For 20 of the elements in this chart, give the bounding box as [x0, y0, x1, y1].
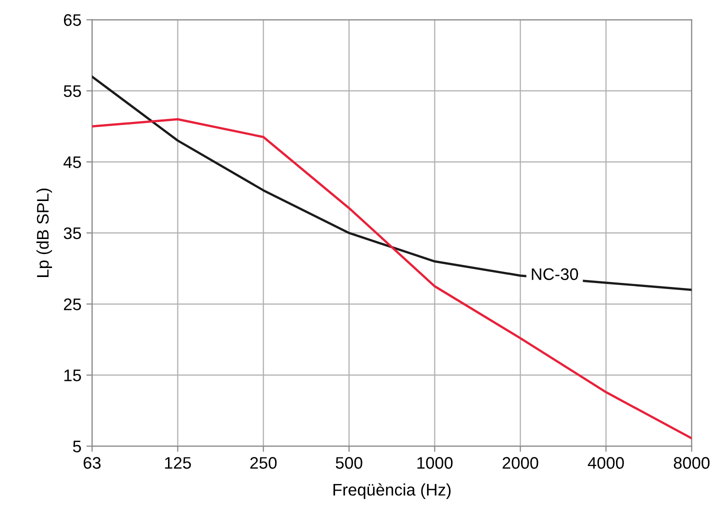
y-tick-label: 55: [64, 85, 81, 98]
line-series: [92, 76, 692, 291]
x-tick-label: 250: [250, 457, 277, 469]
x-axis-title: Freqüència (Hz): [333, 483, 451, 499]
x-tick-label: 8000: [674, 457, 710, 469]
y-tick-label: 5: [73, 440, 81, 452]
y-tick-label: 15: [64, 370, 81, 382]
x-tick-label: 1000: [417, 457, 453, 469]
y-tick-label: 45: [64, 156, 81, 168]
y-tick-label: 35: [64, 227, 81, 240]
y-tick-label: 25: [64, 298, 81, 310]
line-series: [92, 118, 692, 440]
x-tick-label: 63: [84, 457, 101, 469]
y-tick-label: 65: [64, 14, 81, 26]
y-axis-title: Lp (dB SPL): [36, 188, 52, 277]
x-tick-label: 125: [165, 457, 191, 469]
series-label: NC-30: [532, 268, 578, 280]
x-tick-label: 4000: [588, 457, 624, 469]
x-tick-label: 500: [336, 457, 362, 469]
x-tick-label: 2000: [502, 457, 538, 469]
